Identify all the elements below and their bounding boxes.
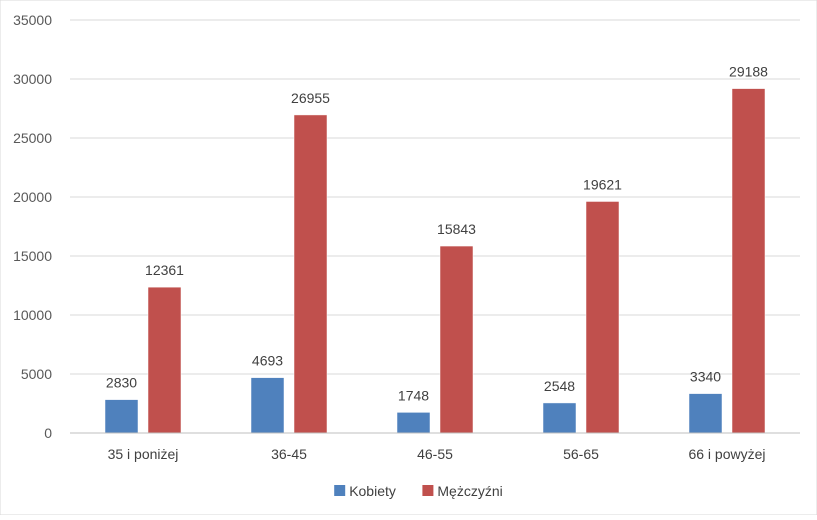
y-tick-label: 5000 bbox=[21, 366, 52, 382]
data-labels: 2830 12361 4693 26955 1748 15843 2548 19621 3340… bbox=[106, 64, 768, 404]
x-tick-label: 35 i poniżej bbox=[108, 446, 179, 462]
bar-mezczyzni bbox=[731, 88, 766, 434]
y-tick-label: 20000 bbox=[13, 189, 52, 205]
legend-label: Kobiety bbox=[349, 483, 396, 499]
bar-mezczyzni bbox=[439, 245, 474, 434]
x-tick-label: 36-45 bbox=[271, 446, 307, 462]
grid-lines bbox=[70, 19, 800, 434]
bar-kobiety bbox=[104, 399, 139, 434]
y-tick-label: 0 bbox=[44, 425, 52, 441]
x-tick-label: 46-55 bbox=[417, 446, 453, 462]
bar-kobiety bbox=[396, 412, 431, 434]
bar-mezczyzni bbox=[147, 286, 182, 434]
bar-kobiety bbox=[542, 402, 577, 434]
data-label: 29188 bbox=[729, 64, 768, 80]
legend-swatch bbox=[422, 485, 434, 496]
data-label: 2830 bbox=[106, 375, 137, 391]
bar-kobiety bbox=[250, 377, 285, 434]
data-label: 3340 bbox=[690, 369, 721, 385]
y-tick-label: 15000 bbox=[13, 248, 52, 264]
data-label: 1748 bbox=[398, 387, 429, 403]
y-axis: 0 5000 10000 15000 20000 25000 30000 35000 bbox=[13, 12, 52, 441]
data-label: 15843 bbox=[437, 221, 476, 237]
y-tick-label: 35000 bbox=[13, 12, 52, 28]
x-tick-label: 66 i powyżej bbox=[688, 446, 765, 462]
bar-mezczyzni bbox=[293, 114, 328, 434]
data-label: 19621 bbox=[583, 176, 622, 192]
x-tick-label: 56-65 bbox=[563, 446, 599, 462]
x-axis: 35 i poniżej 36-45 46-55 56-65 66 i powyżej bbox=[70, 432, 800, 462]
y-tick-label: 25000 bbox=[13, 130, 52, 146]
data-label: 26955 bbox=[291, 90, 330, 106]
y-tick-label: 10000 bbox=[13, 307, 52, 323]
legend: Kobiety Mężczyźni bbox=[334, 483, 503, 499]
legend-label: Mężczyźni bbox=[437, 483, 502, 499]
bars bbox=[104, 88, 766, 434]
data-label: 4693 bbox=[252, 353, 283, 369]
data-label: 12361 bbox=[145, 262, 184, 278]
data-label: 2548 bbox=[544, 378, 575, 394]
bar-mezczyzni bbox=[585, 201, 620, 434]
legend-swatch bbox=[334, 485, 346, 496]
y-tick-label: 30000 bbox=[13, 71, 52, 87]
bar-kobiety bbox=[688, 393, 723, 434]
